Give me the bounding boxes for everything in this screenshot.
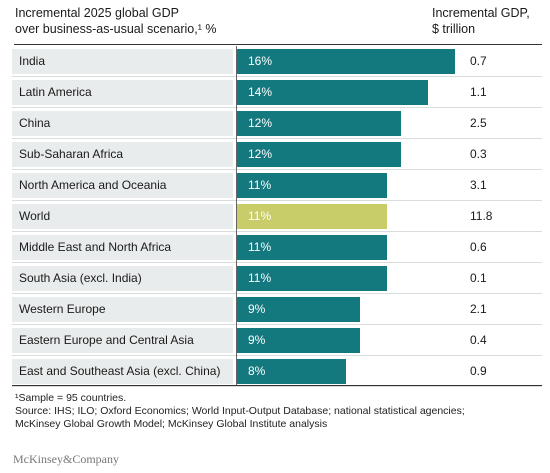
row-divider <box>12 200 542 201</box>
category-label: World <box>12 204 233 229</box>
bar <box>237 297 360 322</box>
category-label: China <box>12 111 233 136</box>
category-label: South Asia (excl. India) <box>12 266 233 291</box>
incremental-gdp-value: 2.5 <box>470 116 487 130</box>
bar-value-label: 11% <box>248 209 272 223</box>
category-label: Eastern Europe and Central Asia <box>12 328 233 353</box>
bar-value-label: 14% <box>248 85 273 99</box>
table-row: Eastern Europe and Central Asia 9% 0.4 <box>0 325 550 356</box>
bar <box>237 328 360 353</box>
table-row: South Asia (excl. India) 11% 0.1 <box>0 263 550 294</box>
incremental-gdp-value: 11.8 <box>470 209 493 223</box>
table-row: Middle East and North Africa 11% 0.6 <box>0 232 550 263</box>
bar <box>237 111 401 136</box>
table-row: Sub-Saharan Africa 12% 0.3 <box>0 139 550 170</box>
row-divider <box>12 231 542 232</box>
footnote-source-cont: McKinsey Global Growth Model; McKinsey G… <box>15 418 328 430</box>
table-row: China 12% 2.5 <box>0 108 550 139</box>
bar-value-label: 12% <box>248 116 273 130</box>
bar <box>237 204 387 229</box>
row-divider <box>12 324 542 325</box>
category-label: North America and Oceania <box>12 173 233 198</box>
footnote-sample: ¹Sample = 95 countries. <box>15 392 127 404</box>
brand-logo: McKinsey&Company <box>13 452 119 466</box>
table-row: North America and Oceania 11% 3.1 <box>0 170 550 201</box>
row-divider <box>12 76 542 77</box>
table-row: Latin America 14% 1.1 <box>0 77 550 108</box>
row-divider <box>12 169 542 170</box>
table-row: World 11% 11.8 <box>0 201 550 232</box>
footnote-source: Source: IHS; ILO; Oxford Economics; Worl… <box>15 405 465 417</box>
incremental-gdp-value: 2.1 <box>470 302 487 316</box>
bar-value-label: 11% <box>248 178 272 192</box>
row-divider <box>12 107 542 108</box>
bar <box>237 266 387 291</box>
bar-value-label: 11% <box>248 240 272 254</box>
category-label: Latin America <box>12 80 233 105</box>
row-divider <box>12 262 542 263</box>
incremental-gdp-value: 3.1 <box>470 178 487 192</box>
chart-title-line1: Incremental 2025 global GDP <box>15 6 179 20</box>
bar-value-label: 9% <box>248 302 266 316</box>
table-row: East and Southeast Asia (excl. China) 8% 0… <box>0 356 550 387</box>
incremental-gdp-value: 0.9 <box>470 364 487 378</box>
incremental-gdp-value: 0.6 <box>470 240 487 254</box>
incremental-gdp-value: 0.3 <box>470 147 487 161</box>
top-rule <box>14 44 542 45</box>
row-divider <box>12 355 542 356</box>
bar <box>237 359 346 384</box>
bar-value-label: 11% <box>248 271 272 285</box>
category-label: Middle East and North Africa <box>12 235 233 260</box>
category-label: Western Europe <box>12 297 233 322</box>
incremental-gdp-value: 1.1 <box>470 85 487 99</box>
category-label: East and Southeast Asia (excl. China) <box>12 359 233 384</box>
chart-title-line2: over business-as-usual scenario,¹ % <box>15 22 217 36</box>
gdp-column-header: Incremental GDP, $ trillion <box>432 5 547 37</box>
incremental-gdp-value: 0.7 <box>470 54 487 68</box>
incremental-gdp-value: 0.4 <box>470 333 487 347</box>
row-divider <box>12 386 542 387</box>
bar <box>237 173 387 198</box>
bar-value-label: 8% <box>248 364 266 378</box>
bar <box>237 142 401 167</box>
table-row: India 16% 0.7 <box>0 46 550 77</box>
category-label: India <box>12 49 233 74</box>
bottom-rule <box>12 385 542 386</box>
gdp-column-header-line2: $ trillion <box>432 22 476 36</box>
gdp-column-header-line1: Incremental GDP, <box>432 6 530 20</box>
row-divider <box>12 293 542 294</box>
table-row: Western Europe 9% 2.1 <box>0 294 550 325</box>
bar <box>237 80 428 105</box>
chart-title: Incremental 2025 global GDP over busines… <box>15 5 315 37</box>
bar-value-label: 12% <box>248 147 273 161</box>
row-divider <box>12 138 542 139</box>
bar <box>237 235 387 260</box>
bar-baseline <box>236 46 237 386</box>
category-label: Sub-Saharan Africa <box>12 142 233 167</box>
bar-value-label: 9% <box>248 333 266 347</box>
bar <box>237 49 455 74</box>
incremental-gdp-value: 0.1 <box>470 271 487 285</box>
bar-value-label: 16% <box>248 54 273 68</box>
